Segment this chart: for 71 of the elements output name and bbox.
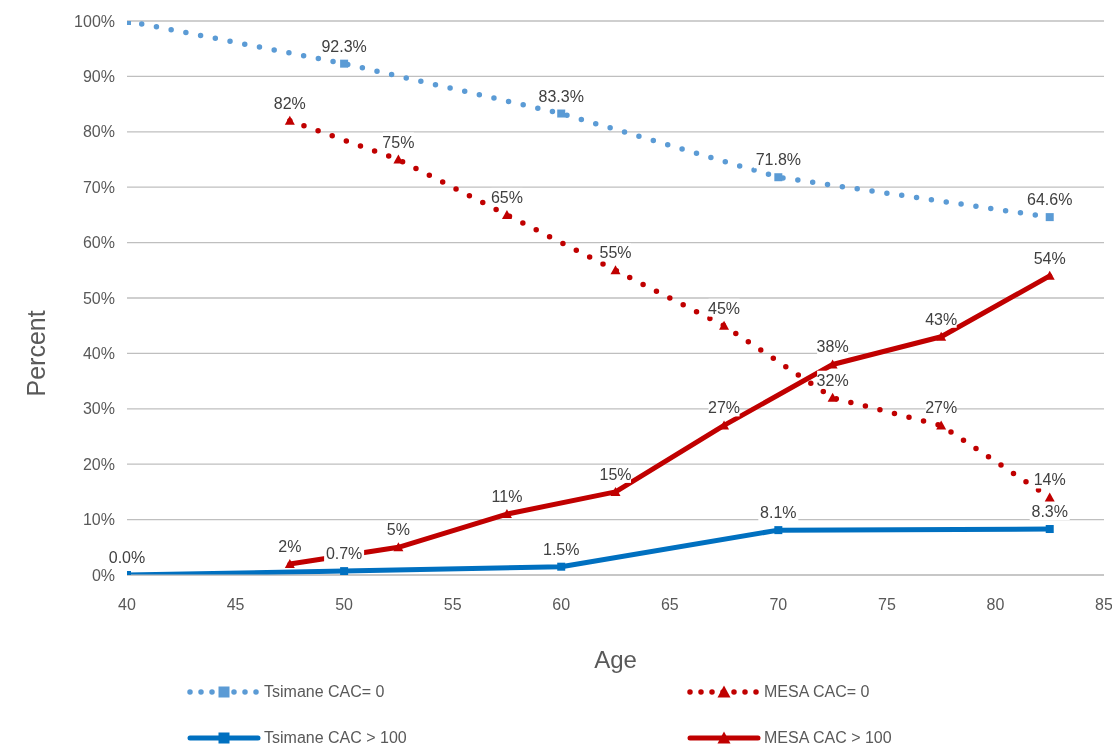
data-label: 1.5% [542, 540, 580, 558]
legend-label: MESA CAC > 100 [764, 729, 892, 747]
data-label: 83.3% [538, 87, 584, 105]
data-label: 82% [273, 94, 306, 112]
y-tick-label: 80% [82, 123, 115, 141]
point [340, 567, 349, 575]
y-tick-label: 40% [82, 345, 115, 363]
point [774, 526, 783, 535]
point [1045, 525, 1054, 534]
x-tick-label: 70 [769, 596, 788, 614]
point [827, 392, 838, 402]
data-label: 45% [708, 299, 741, 317]
point [557, 562, 566, 571]
y-tick-label: 20% [82, 455, 115, 473]
x-tick-label: 60 [552, 596, 571, 614]
data-label: 43% [925, 310, 958, 328]
legend-label: Tsimane CAC= 0 [264, 683, 385, 701]
data-label: 32% [816, 371, 849, 389]
point [936, 331, 947, 341]
point [610, 265, 621, 275]
data-label: 8.1% [760, 504, 797, 522]
data-label: 27% [708, 399, 741, 417]
y-tick-label: 10% [82, 511, 115, 529]
x-tick-label: 80 [986, 596, 1005, 614]
data-label: 0.7% [325, 545, 363, 563]
x-tick-label: 45 [226, 596, 245, 614]
y-axis-title: Percent [22, 310, 50, 397]
point [557, 109, 566, 118]
x-tick-label: 50 [335, 596, 354, 614]
point [1044, 492, 1055, 502]
y-tick-label: 100% [74, 12, 115, 30]
data-label: 11% [491, 488, 523, 506]
point [719, 320, 730, 330]
y-tick-label: 60% [82, 234, 115, 252]
point [774, 173, 783, 182]
point [284, 558, 295, 568]
data-label: 71.8% [755, 151, 802, 169]
y-tick-label: 0% [91, 566, 115, 584]
data-label: 0.0% [108, 549, 146, 566]
x-tick-label: 75 [877, 596, 896, 614]
point [393, 542, 404, 552]
data-label: 15% [599, 465, 632, 483]
data-label: 64.6% [1027, 191, 1073, 209]
x-tick-label: 55 [443, 596, 462, 614]
data-label: 27% [925, 399, 958, 417]
data-label: 2% [278, 537, 302, 555]
data-label: 14% [1033, 471, 1066, 489]
y-tick-label: 50% [82, 289, 115, 307]
point [284, 115, 295, 125]
data-label: 8.3% [1031, 503, 1068, 521]
legend-label: Tsimane CAC > 100 [264, 729, 407, 747]
data-label: 65% [490, 188, 523, 206]
data-label: 38% [816, 338, 849, 356]
data-label: 5% [386, 521, 410, 539]
data-label: 55% [599, 244, 632, 262]
legend-label: MESA CAC= 0 [764, 683, 870, 701]
point [340, 59, 349, 68]
point [1045, 213, 1054, 222]
data-label: 54% [1033, 249, 1066, 267]
x-tick-label: 85 [1095, 596, 1112, 614]
point [501, 209, 512, 219]
x-axis-title: Age [594, 646, 637, 673]
point [610, 486, 621, 496]
y-tick-label: 70% [82, 178, 115, 196]
y-tick-label: 30% [82, 400, 115, 418]
data-label: 75% [382, 133, 415, 151]
x-tick-label: 65 [660, 596, 679, 614]
point [936, 420, 947, 430]
y-tick-label: 90% [82, 68, 115, 86]
x-tick-label: 40 [118, 596, 136, 614]
data-label: 92.3% [321, 37, 367, 55]
